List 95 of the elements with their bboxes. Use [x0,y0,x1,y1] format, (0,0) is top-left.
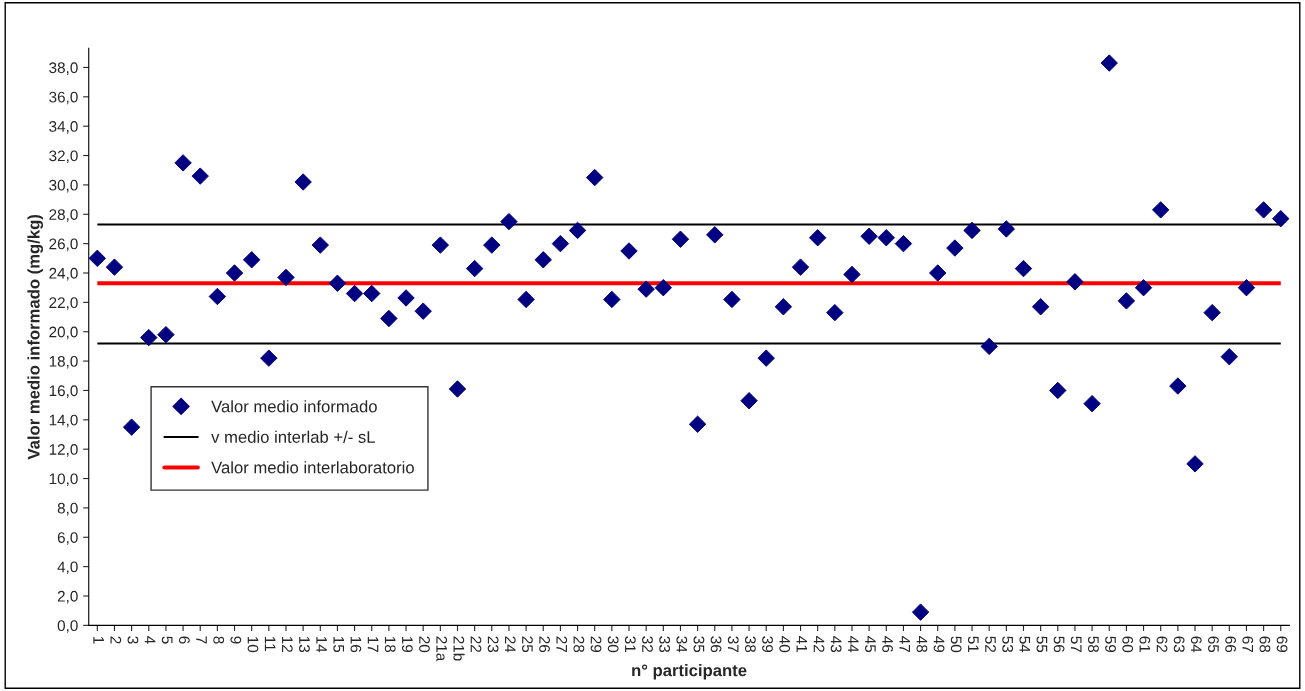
x-tick-label: 40 [779,636,791,653]
x-tick-label: 44 [848,636,859,653]
x-tick-label: 12 [282,636,293,652]
x-tick-label: 36 [710,636,722,653]
x-tick-label: 62 [1156,636,1168,652]
x-tick-label: 15 [333,636,344,653]
y-tick-label: 18,0 [49,355,78,369]
x-tick-label: 6 [178,636,190,644]
y-tick-label: 14,0 [49,414,78,428]
x-tick-label: 63 [1173,636,1185,653]
y-tick-label: 34,0 [49,121,78,134]
y-tick-label: 28,0 [49,209,78,222]
x-tick-label: 27 [556,636,568,652]
x-tick-label: 25 [522,636,533,653]
x-tick-label: 22 [470,636,482,652]
legend-label: Valor medio interlaboratorio [211,461,414,474]
y-tick-label: 16,0 [49,385,78,398]
legend-label: Valor medio informado [211,400,377,413]
x-tick-label: 51 [967,636,979,653]
x-tick-label: 46 [882,636,893,653]
x-tick-label: 50 [950,636,962,653]
y-axis-title: Valor medio informado (mg/kg) [27,214,44,460]
x-tick-label: 4 [144,636,156,644]
x-tick-label: 47 [899,636,910,652]
x-tick-label: 41 [796,636,808,653]
x-tick-label: 24 [505,636,516,653]
x-tick-label: 37 [727,636,739,652]
x-tick-label: 35 [693,636,705,653]
x-tick-label: 17 [367,636,379,652]
y-tick-label: 22,0 [49,297,78,310]
x-tick-label: 11 [264,636,276,651]
x-tick-label: 29 [590,636,602,653]
y-tick-label: 30,0 [49,179,78,193]
x-tick-label: 68 [1259,636,1271,653]
y-tick-label: 10,0 [49,473,78,487]
x-tick-label: 13 [299,636,310,653]
x-tick-label: 45 [865,636,876,653]
x-tick-label: 9 [230,636,242,644]
x-tick-label: 3 [127,636,139,644]
legend-label: v medio interlab +/- sL [211,430,375,443]
x-tick-label: 60 [1122,636,1134,653]
x-tick-label: 67 [1242,636,1254,652]
x-tick-label: 31 [624,636,636,653]
x-tick-label: 32 [642,636,653,652]
x-tick-label: 26 [539,636,550,653]
x-tick-label: 43 [830,636,842,653]
x-tick-label: 16 [350,636,362,653]
x-tick-label: 61 [1139,636,1151,653]
x-tick-label: 28 [573,636,585,653]
x-tick-label: 19 [401,636,413,653]
x-tick-label: 48 [916,636,928,653]
x-tick-label: 66 [1225,636,1237,653]
y-tick-label: 8,0 [57,502,78,516]
x-tick-label: 53 [1002,636,1014,653]
x-tick-label: 30 [607,636,619,653]
x-tick-label: 69 [1276,636,1288,653]
x-tick-label: 23 [487,636,499,653]
x-tick-label: 49 [933,636,945,653]
x-tick-label: 55 [1036,636,1048,653]
x-tick-label: 2 [110,636,122,644]
x-tick-label: 57 [1070,636,1082,652]
x-tick-label: 38 [744,636,756,653]
x-tick-label: 34 [676,636,688,653]
x-tick-label: 39 [762,636,773,653]
x-axis-title: n° participante [632,664,747,680]
x-tick-label: 59 [1105,636,1116,653]
y-tick-label: 26,0 [49,238,78,252]
x-tick-label: 52 [985,636,996,652]
y-tick-label: 24,0 [49,267,78,281]
x-tick-label: 5 [161,636,173,644]
x-tick-label: 65 [1208,636,1219,653]
y-tick-label: 20,0 [49,326,78,340]
y-tick-label: 0,0 [57,620,78,633]
x-tick-label: 20 [419,636,430,653]
x-tick-label: 64 [1190,636,1202,653]
y-tick-label: 6,0 [57,532,78,545]
x-tick-label: 18 [384,636,396,653]
y-tick-label: 4,0 [57,561,78,575]
y-tick-label: 36,0 [49,91,78,105]
x-tick-label: 7 [196,636,207,644]
x-tick-label: 1 [93,636,104,644]
x-tick-label: 14 [316,636,327,653]
x-tick-label: 8 [213,636,225,644]
x-tick-label: 54 [1019,636,1031,653]
y-tick-label: 2,0 [57,590,78,604]
x-tick-label: 42 [813,636,825,652]
x-tick-label: 33 [659,636,671,653]
y-tick-label: 32,0 [49,150,78,164]
x-tick-label: 21b [453,636,465,661]
y-tick-label: 12,0 [49,444,78,457]
x-tick-label: 56 [1053,636,1065,653]
x-tick-label: 21a [436,636,448,662]
y-tick-label: 38,0 [49,62,78,75]
x-tick-label: 58 [1088,636,1099,653]
x-tick-label: 10 [247,636,259,653]
